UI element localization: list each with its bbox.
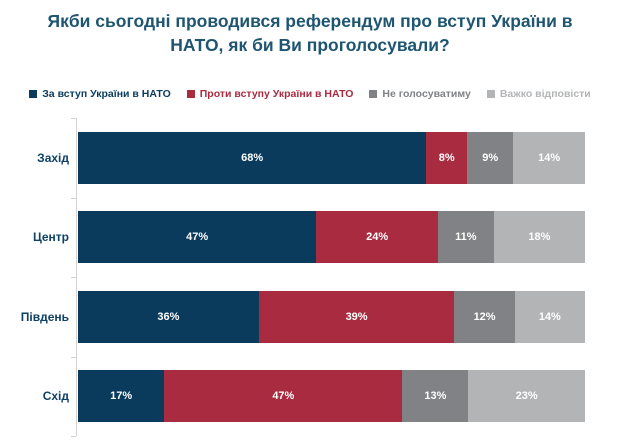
legend-item: Не голосуватиму xyxy=(369,88,471,100)
axis-tick xyxy=(71,356,76,358)
segment-value-label: 39% xyxy=(345,310,368,323)
axis-tick xyxy=(71,118,76,119)
bar-segment: 13% xyxy=(402,370,469,422)
legend: За вступ України в НАТО Проти вступу Укра… xyxy=(0,88,620,100)
stacked-bar: 17% 47% 13% 23% xyxy=(78,370,585,422)
segment-value-label: 68% xyxy=(241,151,264,164)
bar-segment: 18% xyxy=(493,211,585,263)
category-label: Південь xyxy=(20,309,69,324)
legend-swatch-icon xyxy=(186,90,195,98)
stacked-bar: 36% 39% 12% 14% xyxy=(78,290,585,343)
legend-swatch-icon xyxy=(29,90,38,98)
bar-segment: 12% xyxy=(454,290,515,343)
segment-value-label: 9% xyxy=(482,151,499,164)
legend-swatch-icon xyxy=(369,90,378,98)
bar-segment: 68% xyxy=(78,131,427,184)
segment-value-label: 14% xyxy=(538,310,561,323)
segment-value-label: 8% xyxy=(438,151,455,164)
bar-segment: 47% xyxy=(164,370,403,422)
segment-value-label: 17% xyxy=(110,390,133,402)
axis-tick xyxy=(71,436,76,437)
bar-segment: 17% xyxy=(78,370,165,422)
segment-value-label: 12% xyxy=(473,310,496,323)
stacked-bar: 47% 24% 11% 18% xyxy=(78,211,585,263)
stacked-bar: 68% 8% 9% 14% xyxy=(78,131,585,184)
bar-segment: 9% xyxy=(467,131,514,184)
axis-tick xyxy=(71,277,76,278)
legend-item: Важко відповісти xyxy=(486,88,591,100)
legend-label: Не голосуватиму xyxy=(382,88,471,100)
chart-row: Захід 68% 8% 9% 14% xyxy=(0,118,620,197)
chart-plot-area: Захід 68% 8% 9% 14% Центр 47% 24% 11% 18% Південь 3… xyxy=(0,118,620,437)
segment-value-label: 18% xyxy=(528,231,551,243)
segment-value-label: 14% xyxy=(538,151,561,164)
category-label: Схід xyxy=(42,389,69,403)
legend-label: Важко відповісти xyxy=(499,88,591,100)
category-label: Центр xyxy=(32,230,69,244)
bar-segment: 11% xyxy=(437,211,494,263)
bar-segment: 24% xyxy=(316,211,438,263)
bar-segment: 23% xyxy=(468,370,585,422)
chart-row: Південь 36% 39% 12% 14% xyxy=(0,277,620,356)
bar-segment: 36% xyxy=(78,290,259,343)
bar-segment: 14% xyxy=(513,131,585,184)
bar-segment: 8% xyxy=(426,131,468,184)
segment-value-label: 24% xyxy=(366,231,389,243)
chart-row: Центр 47% 24% 11% 18% xyxy=(0,198,620,277)
bar-segment: 39% xyxy=(258,290,455,343)
segment-value-label: 23% xyxy=(515,390,538,402)
chart-row: Схід 17% 47% 13% 23% xyxy=(0,357,620,436)
legend-item: Проти вступу України в НАТО xyxy=(186,88,354,100)
segment-value-label: 11% xyxy=(455,231,477,243)
legend-label: Проти вступу України в НАТО xyxy=(199,88,354,100)
segment-value-label: 47% xyxy=(186,231,209,243)
y-axis-line xyxy=(76,118,77,436)
legend-label: За вступ України в НАТО xyxy=(42,88,171,100)
segment-value-label: 36% xyxy=(157,310,180,323)
segment-value-label: 47% xyxy=(272,390,295,402)
legend-swatch-icon xyxy=(486,90,495,98)
category-label: Захід xyxy=(37,150,69,165)
legend-item: За вступ України в НАТО xyxy=(29,88,171,100)
chart-title: Якби сьогодні проводився референдум про … xyxy=(47,11,573,56)
bar-segment: 47% xyxy=(78,211,317,263)
bar-segment: 14% xyxy=(514,290,585,343)
axis-tick xyxy=(71,197,76,199)
segment-value-label: 13% xyxy=(424,390,447,402)
